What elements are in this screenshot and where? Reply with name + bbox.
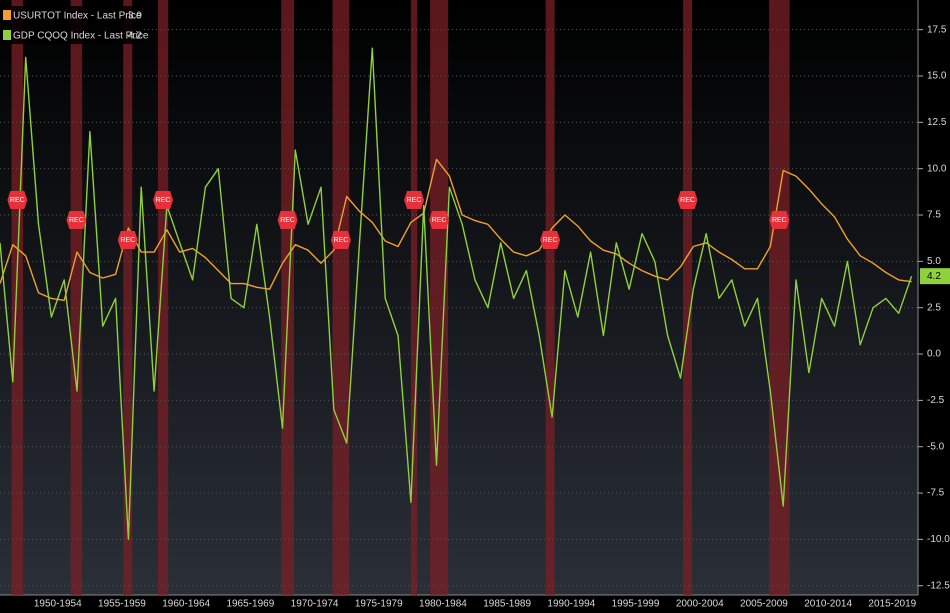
legend-value: 4.2 — [128, 31, 142, 42]
recession-label: REC — [280, 217, 295, 224]
x-tick-label: 1995-1999 — [612, 599, 660, 610]
y-tick-label: -5.0 — [927, 441, 945, 452]
y-axis-background — [918, 0, 950, 613]
y-tick-label: 10.0 — [927, 163, 947, 174]
y-tick-label: 17.5 — [927, 24, 947, 35]
x-tick-label: 1950-1954 — [34, 599, 82, 610]
y-tick-label: 2.5 — [927, 302, 941, 313]
x-tick-label: 1990-1994 — [547, 599, 595, 610]
x-tick-label: 1960-1964 — [162, 599, 210, 610]
recession-marker — [330, 231, 351, 249]
x-tick-label: 1965-1969 — [226, 599, 274, 610]
recession-label: REC — [407, 197, 422, 204]
recession-marker — [66, 211, 87, 229]
recession-marker — [677, 191, 698, 209]
x-tick-label: 2000-2004 — [676, 599, 724, 610]
recession-label: REC — [120, 237, 135, 244]
recession-band — [123, 0, 133, 595]
y-tick-label: 0.0 — [927, 349, 941, 360]
last-value-label: 4.2 — [927, 271, 941, 282]
x-tick-label: 1975-1979 — [355, 599, 403, 610]
x-tick-label: 1980-1984 — [419, 599, 467, 610]
recession-band — [157, 0, 169, 595]
recession-label: REC — [156, 197, 171, 204]
recession-marker — [277, 211, 298, 229]
plot-background — [0, 0, 918, 595]
recession-label: REC — [680, 197, 695, 204]
recession-label: REC — [772, 217, 787, 224]
recession-label: REC — [10, 197, 25, 204]
recession-label: REC — [543, 237, 558, 244]
legend-swatch — [3, 30, 11, 40]
recession-band — [769, 0, 790, 595]
x-tick-label: 1985-1989 — [483, 599, 531, 610]
legend-box — [0, 6, 142, 44]
legend-label: USURTOT Index - Last Price — [13, 11, 142, 22]
recession-label: REC — [69, 217, 84, 224]
legend-value: 3.9 — [128, 11, 142, 22]
legend-swatch — [3, 10, 11, 20]
y-tick-label: -7.5 — [927, 488, 945, 499]
recession-marker — [429, 211, 450, 229]
y-tick-label: 5.0 — [927, 256, 941, 267]
y-tick-label: -10.0 — [927, 534, 950, 545]
series-line — [0, 47, 913, 541]
recession-marker — [769, 211, 790, 229]
x-tick-label: 2005-2009 — [740, 599, 788, 610]
recession-marker — [540, 231, 561, 249]
x-tick-label: 2015-2019 — [868, 599, 916, 610]
recession-label: REC — [333, 237, 348, 244]
recession-band — [545, 0, 555, 595]
recession-marker — [7, 191, 28, 209]
y-tick-label: 7.5 — [927, 210, 941, 221]
recession-marker — [117, 231, 138, 249]
y-tick-label: -2.5 — [927, 395, 945, 406]
recession-band — [683, 0, 693, 595]
x-tick-label: 1970-1974 — [291, 599, 339, 610]
recession-band — [430, 0, 449, 595]
recession-band — [410, 0, 418, 595]
series-line — [0, 158, 912, 301]
recession-band — [332, 0, 350, 595]
last-value-box — [920, 268, 950, 285]
x-tick-label: 1955-1959 — [98, 599, 146, 610]
recession-band — [70, 0, 83, 595]
recession-marker — [153, 191, 174, 209]
y-tick-label: -12.5 — [927, 580, 950, 591]
recession-band — [11, 0, 24, 595]
legend-label: GDP CQOQ Index - Last Price — [13, 31, 149, 42]
y-tick-label: 15.0 — [927, 71, 947, 82]
y-tick-label: 12.5 — [927, 117, 947, 128]
recession-marker — [404, 191, 425, 209]
recession-label: REC — [432, 217, 447, 224]
legend: USURTOT Index - Last Price 3.9 GDP CQOQ … — [0, 6, 149, 44]
x-tick-label: 2010-2014 — [804, 599, 852, 610]
recession-band — [281, 0, 295, 595]
